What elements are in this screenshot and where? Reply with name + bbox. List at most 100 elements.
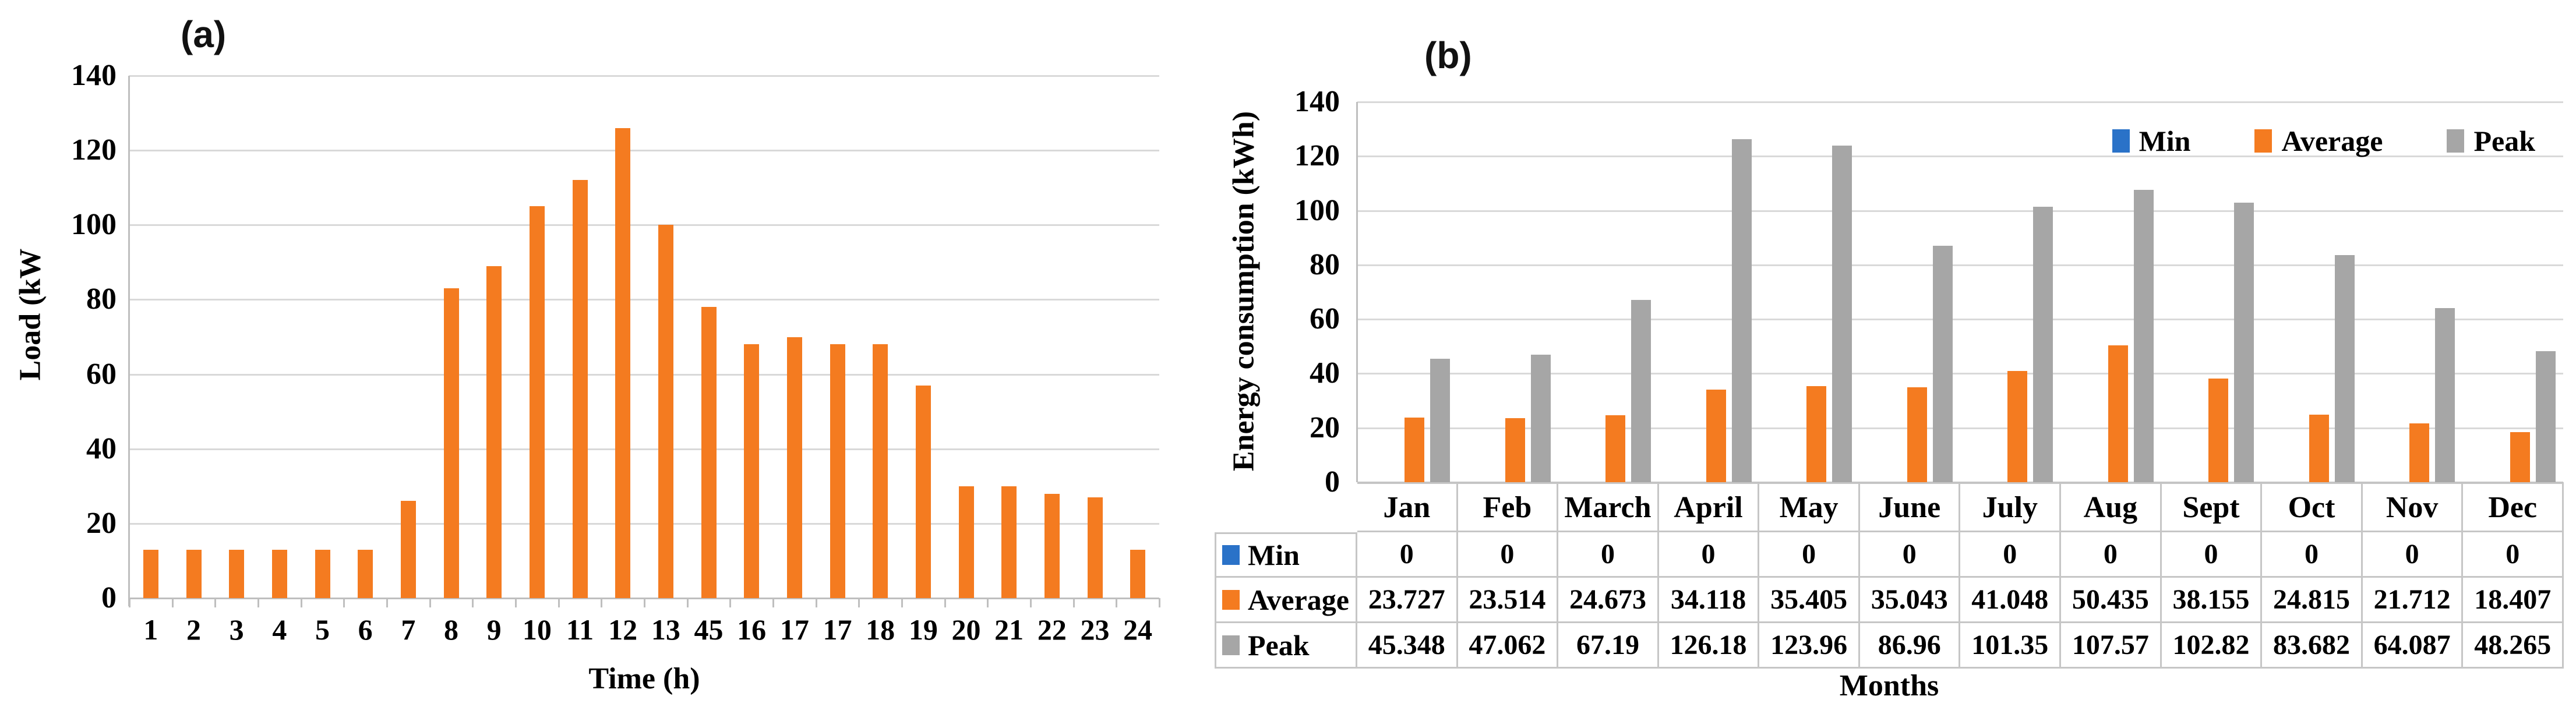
chart-b-bar-average-feb [1505, 418, 1525, 482]
chart-b-y-tick-label: 100 [1294, 193, 1340, 227]
gridline-y-80 [129, 299, 1159, 301]
chart-b-y-tick-label: 140 [1294, 85, 1340, 118]
chart-a-x-tick-label: 16 [737, 613, 767, 646]
chart-a-bar-1 [143, 549, 158, 598]
chart-a-x-tick [729, 598, 732, 607]
table-value-average-march: 24.673 [1558, 578, 1659, 623]
chart-a-y-tick-label: 120 [71, 133, 117, 167]
chart-a-x-tick-label: 5 [315, 613, 330, 646]
chart-a-x-tick [472, 598, 474, 607]
chart-b-plot-area: Min Average Peak [1356, 101, 2563, 483]
chart-a-x-tick-label: 1 [143, 613, 158, 646]
chart-a-bar-21 [1001, 486, 1017, 598]
chart-b-legend: Min Average Peak [2112, 124, 2535, 158]
gridline-y-140 [1357, 101, 2563, 103]
table-value-min-oct: 0 [2262, 532, 2363, 578]
chart-a-x-tick [686, 598, 689, 607]
chart-a-bar-18 [873, 344, 888, 598]
chart-a-x-tick-label: 17 [779, 613, 809, 646]
chart-a-y-tick-label: 60 [86, 357, 117, 391]
table-value-peak-oct: 83.682 [2262, 623, 2363, 669]
table-value-peak-april: 126.18 [1658, 623, 1760, 669]
chart-a-x-tick [858, 598, 860, 607]
chart-b-bar-peak-nov [2435, 308, 2455, 482]
table-value-average-nov: 21.712 [2362, 578, 2464, 623]
chart-b-bar-average-july [2007, 370, 2028, 482]
chart-a-x-tick-label: 13 [651, 613, 680, 646]
gridline-y-140 [129, 75, 1159, 77]
chart-a-x-tick [515, 598, 517, 607]
table-value-average-april: 34.118 [1658, 578, 1760, 623]
chart-a-y-tick-label: 140 [71, 59, 117, 92]
table-month-header-april: April [1658, 482, 1760, 532]
chart-a-x-tick [214, 598, 217, 607]
chart-a-x-tick [171, 598, 174, 607]
legend-item-peak: Peak [2447, 124, 2535, 158]
table-value-min-feb: 0 [1458, 532, 1559, 578]
panel-b-label: (b) [1424, 34, 1472, 76]
table-value-min-june: 0 [1859, 532, 1961, 578]
chart-b-y-axis-line [1356, 102, 1358, 482]
table-row-label-peak: Peak [1215, 623, 1357, 669]
table-month-header-dec: Dec [2463, 482, 2564, 532]
chart-b-bar-peak-jan [1430, 359, 1451, 482]
table-value-average-july: 41.048 [1960, 578, 2062, 623]
chart-a-bar-3 [229, 549, 245, 598]
chart-b-y-tick-label: 40 [1310, 356, 1340, 390]
chart-a-x-tick-label: 19 [908, 613, 938, 646]
gridline-y-40 [1357, 373, 2563, 375]
chart-b-bar-peak-oct [2334, 255, 2355, 482]
chart-a-bar-45 [701, 307, 717, 598]
chart-b-bar-peak-june [1932, 246, 1953, 482]
table-month-header-aug: Aug [2061, 482, 2162, 532]
gridline-y-20 [1357, 427, 2563, 429]
table-value-min-july: 0 [1960, 532, 2062, 578]
table-value-peak-sept: 102.82 [2161, 623, 2263, 669]
chart-a-y-axis-line [128, 76, 130, 606]
chart-a-x-tick [644, 598, 645, 607]
chart-a-y-tick-label: 40 [86, 432, 117, 465]
chart-a-y-tick-label: 20 [86, 506, 117, 540]
legend-swatch-min-icon [2112, 129, 2130, 153]
chart-b-x-axis-title: Months [1839, 669, 1939, 702]
table-value-average-sept: 38.155 [2161, 578, 2263, 623]
table-value-min-nov: 0 [2362, 532, 2464, 578]
table-value-peak-june: 86.96 [1859, 623, 1961, 669]
table-month-header-oct: Oct [2262, 482, 2363, 532]
chart-a-x-tick-label: 22 [1037, 613, 1067, 646]
chart-b-y-tick-label: 20 [1310, 411, 1340, 444]
table-swatch-average-icon [1222, 589, 1240, 610]
chart-a-x-tick-label: 18 [866, 613, 895, 646]
table-row-label-text: Peak [1248, 628, 1310, 662]
table-value-peak-aug: 107.57 [2061, 623, 2162, 669]
gridline-y-40 [129, 448, 1159, 450]
chart-b-data-table: Jan Feb March April May June July Aug Sept Oct Nov… [1215, 482, 2564, 669]
chart-a-y-tick-label: 0 [101, 581, 117, 614]
chart-a-x-tick [901, 598, 903, 607]
table-value-average-may: 35.405 [1759, 578, 1860, 623]
panel-a-label: (a) [181, 13, 227, 55]
chart-b-bar-average-oct [2309, 415, 2329, 482]
table-value-min-sept: 0 [2161, 532, 2263, 578]
chart-a-bar-19 [915, 385, 931, 598]
legend-swatch-peak-icon [2447, 129, 2465, 153]
chart-a-x-tick-label: 17 [823, 613, 852, 646]
chart-a-bar-4 [271, 549, 287, 598]
chart-a-bar-22 [1044, 493, 1060, 598]
chart-a-x-tick-label: 21 [994, 613, 1024, 646]
table-month-header-jan: Jan [1357, 482, 1458, 532]
table-value-peak-jan: 45.348 [1357, 623, 1458, 669]
chart-a-x-tick [1116, 598, 1118, 607]
chart-a-bar-17 [786, 337, 802, 598]
chart-b-bar-peak-july [2033, 207, 2053, 482]
legend-item-min: Min [2112, 124, 2190, 158]
chart-b-bar-average-april [1706, 389, 1726, 482]
chart-a-x-tick-label: 23 [1080, 613, 1110, 646]
chart-b-bar-peak-may [1832, 145, 1852, 482]
legend-label-peak: Peak [2473, 125, 2535, 157]
table-value-min-march: 0 [1558, 532, 1659, 578]
chart-b-y-tick-label: 80 [1310, 248, 1340, 281]
table-value-min-dec: 0 [2463, 532, 2564, 578]
gridline-y-120 [129, 150, 1159, 152]
